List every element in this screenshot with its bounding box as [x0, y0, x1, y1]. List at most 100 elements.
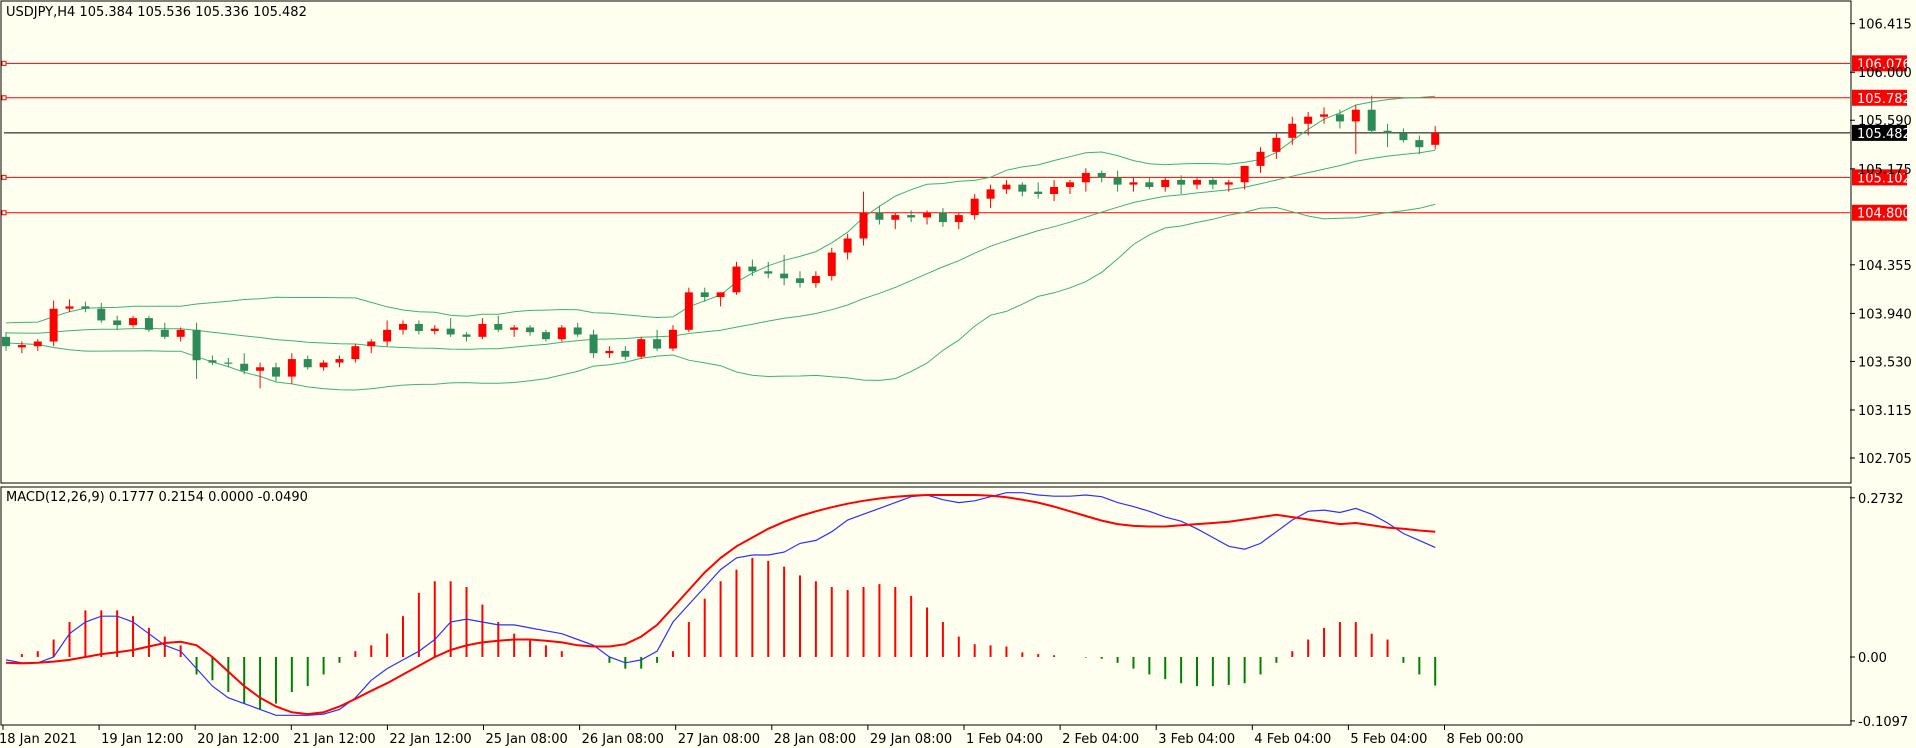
- candle[interactable]: [1145, 177, 1154, 190]
- candle[interactable]: [414, 320, 423, 335]
- candle[interactable]: [367, 339, 376, 354]
- candle[interactable]: [970, 194, 979, 220]
- candle[interactable]: [2, 332, 10, 351]
- candle[interactable]: [827, 247, 836, 281]
- candle[interactable]: [907, 210, 916, 223]
- candle[interactable]: [811, 271, 820, 288]
- hline-anchor[interactable]: [1, 60, 7, 66]
- candle[interactable]: [653, 329, 662, 351]
- candle[interactable]: [303, 355, 312, 370]
- candle-body: [541, 332, 550, 340]
- candle-body: [796, 278, 804, 283]
- candle[interactable]: [287, 353, 296, 384]
- candle[interactable]: [986, 184, 995, 209]
- candle[interactable]: [1320, 107, 1329, 124]
- candle[interactable]: [526, 325, 535, 336]
- candle[interactable]: [33, 339, 42, 351]
- candle[interactable]: [764, 261, 773, 279]
- candle[interactable]: [589, 329, 598, 358]
- candle[interactable]: [938, 208, 947, 227]
- candle[interactable]: [1002, 179, 1011, 194]
- candle[interactable]: [843, 233, 852, 260]
- candle[interactable]: [1272, 133, 1281, 159]
- candle[interactable]: [796, 271, 804, 288]
- candle[interactable]: [1065, 179, 1074, 194]
- hline-anchor[interactable]: [1, 95, 7, 101]
- candle[interactable]: [1240, 165, 1249, 190]
- candle[interactable]: [510, 325, 519, 337]
- candle[interactable]: [208, 355, 217, 365]
- price-label: 106.076: [1857, 57, 1911, 72]
- candle[interactable]: [1113, 170, 1122, 192]
- candle[interactable]: [129, 315, 138, 328]
- candle[interactable]: [160, 322, 169, 340]
- candle[interactable]: [1193, 177, 1201, 190]
- candle[interactable]: [557, 325, 566, 342]
- candle[interactable]: [1383, 123, 1392, 148]
- candle[interactable]: [1177, 175, 1186, 194]
- candle[interactable]: [1431, 126, 1440, 150]
- candle[interactable]: [494, 315, 503, 333]
- candle[interactable]: [732, 261, 741, 295]
- candle[interactable]: [1081, 168, 1090, 192]
- candle[interactable]: [65, 299, 74, 313]
- candle[interactable]: [1415, 135, 1424, 155]
- candle[interactable]: [1335, 109, 1344, 129]
- candle[interactable]: [716, 292, 725, 307]
- candle[interactable]: [271, 362, 280, 382]
- candle[interactable]: [1304, 112, 1313, 136]
- candle[interactable]: [1399, 128, 1408, 143]
- candle[interactable]: [923, 210, 932, 225]
- candle[interactable]: [49, 300, 58, 347]
- candle[interactable]: [541, 329, 550, 342]
- candle[interactable]: [1097, 170, 1106, 183]
- candle[interactable]: [97, 302, 106, 323]
- hline-anchor[interactable]: [1, 210, 7, 216]
- candle[interactable]: [700, 287, 709, 302]
- candle[interactable]: [335, 355, 344, 368]
- candle[interactable]: [430, 325, 439, 335]
- candle[interactable]: [319, 360, 328, 371]
- candle[interactable]: [383, 320, 392, 347]
- candle[interactable]: [1034, 182, 1043, 199]
- candle[interactable]: [1129, 177, 1138, 192]
- candle[interactable]: [224, 357, 233, 368]
- candle[interactable]: [1367, 95, 1376, 134]
- candle[interactable]: [859, 191, 868, 246]
- candle[interactable]: [113, 315, 122, 330]
- candle[interactable]: [1351, 105, 1360, 155]
- candle[interactable]: [446, 318, 455, 337]
- candle[interactable]: [954, 212, 963, 230]
- candle[interactable]: [462, 332, 471, 342]
- candle[interactable]: [684, 287, 693, 333]
- candle[interactable]: [351, 343, 360, 363]
- candle[interactable]: [780, 254, 789, 286]
- candle[interactable]: [1288, 116, 1297, 145]
- candle[interactable]: [81, 301, 90, 313]
- candle[interactable]: [875, 205, 884, 225]
- candle[interactable]: [1018, 182, 1027, 197]
- candle[interactable]: [1256, 147, 1265, 173]
- candle[interactable]: [668, 325, 677, 351]
- candle[interactable]: [192, 322, 201, 379]
- candle[interactable]: [1224, 179, 1233, 192]
- candle[interactable]: [17, 341, 26, 354]
- candle[interactable]: [573, 322, 582, 337]
- candle[interactable]: [399, 320, 407, 335]
- candle[interactable]: [144, 315, 153, 333]
- candle[interactable]: [621, 346, 630, 361]
- candle[interactable]: [240, 353, 249, 375]
- candle[interactable]: [637, 336, 646, 360]
- candle[interactable]: [478, 318, 487, 340]
- candle[interactable]: [256, 362, 265, 389]
- candle[interactable]: [891, 212, 900, 230]
- candle[interactable]: [1208, 177, 1217, 190]
- candle[interactable]: [605, 346, 614, 358]
- candle[interactable]: [748, 259, 757, 276]
- hline-anchor[interactable]: [1, 174, 7, 180]
- candle[interactable]: [1161, 177, 1170, 192]
- candle[interactable]: [176, 327, 185, 342]
- candle-body: [1320, 114, 1329, 117]
- candle[interactable]: [1050, 179, 1059, 202]
- candle-body: [351, 346, 360, 360]
